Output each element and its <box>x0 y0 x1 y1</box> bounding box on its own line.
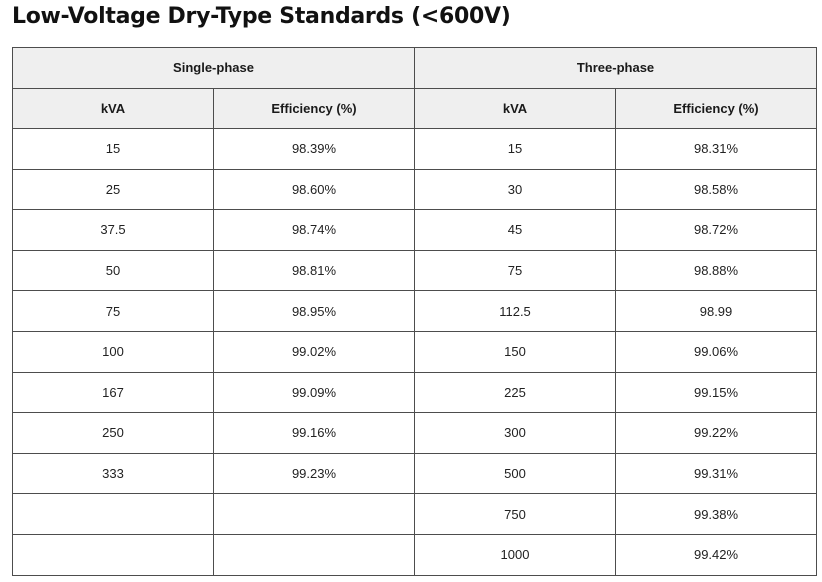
single-phase-efficiency-cell: 99.16% <box>212 412 416 454</box>
three-phase-kva-cell: 500 <box>414 452 617 495</box>
three-phase-kva-cell: 300 <box>414 412 617 454</box>
single-phase-kva-cell: 25 <box>12 168 214 211</box>
single-phase-kva-cell: 50 <box>12 249 214 292</box>
single-phase-efficiency-cell: 98.74% <box>212 209 416 251</box>
table-header: Single-phase Three-phase kVA Efficiency … <box>11 47 818 129</box>
table-row: 250 99.16% 300 99.22% <box>12 412 818 454</box>
table-row: 15 98.39% 15 98.31% <box>12 128 818 170</box>
group-header-row: Single-phase Three-phase <box>11 47 818 89</box>
three-phase-kva-cell: 225 <box>414 371 617 414</box>
three-phase-efficiency-cell: 98.31% <box>615 128 818 170</box>
three-phase-kva-header: kVA <box>414 87 617 129</box>
single-phase-efficiency-cell: 99.02% <box>212 330 416 373</box>
single-phase-header: Single-phase <box>11 47 416 89</box>
three-phase-efficiency-cell: 99.15% <box>615 371 818 414</box>
three-phase-kva-cell: 112.5 <box>414 290 617 332</box>
three-phase-kva-cell: 45 <box>414 209 617 251</box>
single-phase-kva-header: kVA <box>12 87 214 129</box>
single-phase-kva-cell: 37.5 <box>12 209 214 251</box>
three-phase-kva-cell: 15 <box>414 128 617 170</box>
three-phase-efficiency-cell: 98.88% <box>615 249 818 292</box>
three-phase-kva-cell: 30 <box>414 168 617 211</box>
three-phase-efficiency-header: Efficiency (%) <box>615 87 818 129</box>
single-phase-kva-cell: 75 <box>12 290 214 332</box>
three-phase-header: Three-phase <box>414 47 818 89</box>
table-row: 25 98.60% 30 98.58% <box>12 168 818 211</box>
three-phase-kva-cell: 150 <box>414 330 617 373</box>
column-header-row: kVA Efficiency (%) kVA Efficiency (%) <box>12 87 818 129</box>
three-phase-efficiency-cell: 99.42% <box>615 533 818 576</box>
efficiency-table: Single-phase Three-phase kVA Efficiency … <box>11 47 818 576</box>
three-phase-efficiency-cell: 98.58% <box>615 168 818 211</box>
three-phase-efficiency-cell: 98.72% <box>615 209 818 251</box>
table-row: 750 99.38% <box>12 493 818 535</box>
table-row: 333 99.23% 500 99.31% <box>12 452 818 495</box>
three-phase-kva-cell: 1000 <box>414 533 617 576</box>
single-phase-kva-cell: 100 <box>12 330 214 373</box>
table-row: 37.5 98.74% 45 98.72% <box>12 209 818 251</box>
single-phase-efficiency-cell: 98.60% <box>212 168 416 211</box>
single-phase-efficiency-cell: 98.81% <box>212 249 416 292</box>
three-phase-efficiency-cell: 99.38% <box>615 493 818 535</box>
table-body: 15 98.39% 15 98.31% 25 98.60% 30 98.58% 37.5 98.7… <box>12 128 818 576</box>
single-phase-kva-cell: 250 <box>12 412 214 454</box>
table-row: 1000 99.42% <box>12 533 818 576</box>
single-phase-kva-cell <box>12 493 214 535</box>
single-phase-efficiency-cell: 98.39% <box>212 128 416 170</box>
single-phase-kva-cell: 333 <box>12 452 214 495</box>
single-phase-kva-cell: 167 <box>12 371 214 414</box>
single-phase-kva-cell <box>12 533 214 576</box>
single-phase-efficiency-cell: 98.95% <box>212 290 416 332</box>
page-title: Low-Voltage Dry-Type Standards (<600V) <box>12 4 511 29</box>
three-phase-kva-cell: 750 <box>414 493 617 535</box>
table-row: 100 99.02% 150 99.06% <box>12 330 818 373</box>
three-phase-kva-cell: 75 <box>414 249 617 292</box>
single-phase-efficiency-cell <box>212 533 416 576</box>
three-phase-efficiency-cell: 99.06% <box>615 330 818 373</box>
table-row: 167 99.09% 225 99.15% <box>12 371 818 414</box>
table-row: 50 98.81% 75 98.88% <box>12 249 818 292</box>
three-phase-efficiency-cell: 99.31% <box>615 452 818 495</box>
single-phase-efficiency-header: Efficiency (%) <box>212 87 416 129</box>
single-phase-efficiency-cell <box>212 493 416 535</box>
single-phase-efficiency-cell: 99.23% <box>212 452 416 495</box>
three-phase-efficiency-cell: 99.22% <box>615 412 818 454</box>
single-phase-efficiency-cell: 99.09% <box>212 371 416 414</box>
three-phase-efficiency-cell: 98.99 <box>615 290 818 332</box>
single-phase-kva-cell: 15 <box>12 128 214 170</box>
table-row: 75 98.95% 112.5 98.99 <box>12 290 818 332</box>
